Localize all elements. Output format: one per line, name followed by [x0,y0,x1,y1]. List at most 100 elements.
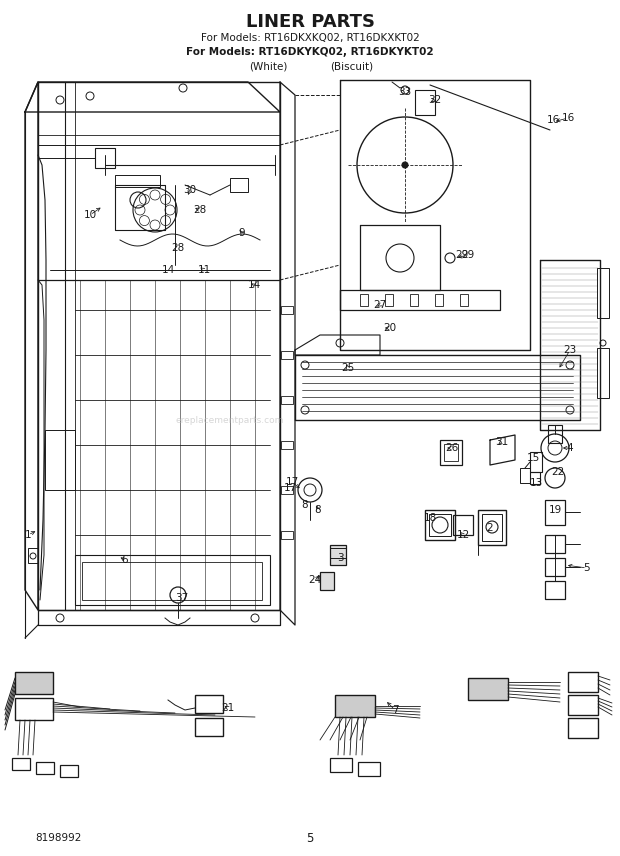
Bar [36,762,54,774]
Text: 25: 25 [342,363,355,373]
Bar [425,510,455,540]
Bar [568,718,598,738]
Text: 29: 29 [461,250,475,260]
Bar [330,545,346,565]
Bar [545,535,565,553]
Bar [444,444,458,461]
Text: 24: 24 [308,575,322,585]
Bar [429,514,451,536]
Text: 12: 12 [456,530,469,540]
Bar [530,452,542,472]
Bar [478,510,506,545]
Text: 21: 21 [221,703,234,713]
Text: LINER PARTS: LINER PARTS [246,13,374,31]
Text: 11: 11 [197,265,211,275]
Text: 17: 17 [283,483,296,493]
Bar [335,695,375,717]
Text: 31: 31 [495,437,508,447]
Text: 1: 1 [25,530,32,540]
Text: 23: 23 [564,345,577,355]
Text: ereplacementparts.com: ereplacementparts.com [176,415,284,425]
Text: 29: 29 [455,250,469,260]
Text: (White): (White) [249,61,287,71]
Text: For Models: RT16DKYKQ02, RT16DKYKT02: For Models: RT16DKYKQ02, RT16DKYKT02 [186,47,434,57]
Bar [568,672,598,692]
Text: 17: 17 [285,477,299,487]
Text: 2: 2 [487,523,494,533]
Text: 4: 4 [567,443,574,453]
Text: 33: 33 [399,87,412,97]
Bar [15,672,53,694]
Bar [568,695,598,715]
Bar [545,500,565,525]
Bar [281,486,293,494]
Bar [320,572,334,590]
Text: 28: 28 [193,205,206,215]
Bar [460,294,468,306]
Text: 8: 8 [315,505,321,515]
Text: 16: 16 [561,113,575,123]
Text: 8: 8 [302,500,308,510]
Bar [360,294,368,306]
Bar [468,678,508,700]
Bar [195,695,223,713]
Bar [330,758,352,772]
Bar [115,175,160,187]
Text: 10: 10 [84,210,97,220]
Bar [530,472,540,484]
Text: 18: 18 [423,513,436,523]
Bar [281,441,293,449]
Bar [75,555,270,605]
Text: 30: 30 [184,185,197,195]
Bar [358,762,380,776]
Text: 14: 14 [247,280,260,290]
Text: 27: 27 [373,300,387,310]
Text: For Models: RT16DKXKQ02, RT16DKXKT02: For Models: RT16DKXKQ02, RT16DKXKT02 [201,33,419,43]
Text: 3: 3 [337,553,343,563]
Bar [415,90,435,115]
Bar [520,468,530,483]
Text: 28: 28 [171,243,185,253]
Text: 6: 6 [122,555,128,565]
Bar [482,514,502,541]
Bar [281,531,293,539]
Bar [281,396,293,404]
Text: 15: 15 [526,453,539,463]
Text: 13: 13 [529,478,542,488]
Text: 37: 37 [175,593,188,603]
Circle shape [402,162,408,168]
Bar [82,562,262,600]
Bar [281,351,293,359]
Text: 5: 5 [306,831,314,845]
Bar [230,178,248,192]
Text: 20: 20 [383,323,397,333]
Text: 32: 32 [428,95,441,105]
Bar [12,758,30,770]
Bar [28,548,38,563]
Text: 22: 22 [551,467,565,477]
Bar [15,698,53,720]
Text: (Biscuit): (Biscuit) [330,61,374,71]
Bar [545,581,565,599]
Bar [195,718,223,736]
Text: 8198992: 8198992 [35,833,81,843]
Bar [95,148,115,168]
Bar [440,440,462,465]
Text: 26: 26 [445,443,459,453]
Bar [385,294,393,306]
Bar [281,306,293,314]
Text: 7: 7 [392,705,398,715]
Text: 19: 19 [548,505,562,515]
Bar [45,430,75,490]
Bar [545,558,565,576]
Bar [597,268,609,318]
Bar [330,548,346,558]
Text: 9: 9 [239,228,246,238]
Text: 16: 16 [546,115,560,125]
Text: 14: 14 [161,265,175,275]
Text: 5: 5 [583,563,590,573]
Bar [548,425,562,443]
Bar [597,348,609,398]
Bar [453,515,473,535]
Bar [435,294,443,306]
